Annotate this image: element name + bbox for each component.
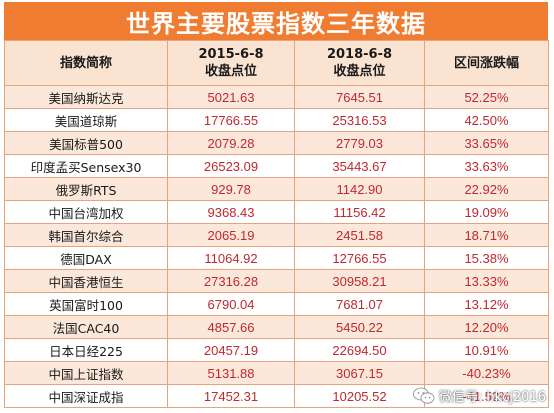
cell-name: 印度孟买Sensex30 [4, 154, 168, 178]
cell-2018: 7681.07 [294, 292, 425, 316]
cell-name: 美国标普500 [4, 131, 168, 155]
header-2015: 2015-6-8 收盘点位 [167, 40, 295, 86]
cell-2018: 3067.15 [294, 361, 425, 385]
cell-change: -41.52% [424, 384, 549, 408]
header-2018-label: 收盘点位 [333, 64, 386, 79]
cell-change: 33.63% [424, 154, 549, 178]
cell-change: 42.50% [424, 108, 549, 132]
cell-change: -40.23% [424, 361, 549, 385]
cell-2018: 22694.50 [294, 338, 425, 362]
cell-2018: 30958.21 [294, 269, 425, 293]
cell-2018: 25316.53 [294, 108, 425, 132]
cell-2015: 17766.55 [167, 108, 295, 132]
cell-name: 韩国首尔综合 [4, 223, 168, 247]
table-row: 法国CAC40 4857.66 5450.22 12.20% [4, 315, 549, 339]
cell-2018: 10205.52 [294, 384, 425, 408]
cell-2018: 2779.03 [294, 131, 425, 155]
wechat-icon [412, 387, 435, 405]
header-2018-date: 2018-6-8 [326, 47, 393, 62]
cell-2018: 2451.58 [294, 223, 425, 247]
table-row: 美国道琼斯 17766.55 25316.53 42.50% [4, 108, 549, 132]
cell-2018: 5450.22 [294, 315, 425, 339]
cell-2018: 1142.90 [294, 177, 425, 201]
table-row: 日本日经225 20457.19 22694.50 10.91% [4, 338, 549, 362]
cell-2018: 35443.67 [294, 154, 425, 178]
table-row: 中国台湾加权 9368.43 11156.42 19.09% [4, 200, 549, 224]
cell-name: 俄罗斯RTS [4, 177, 168, 201]
table-row: 中国深证成指 17452.31 10205.52 -41.52% [4, 384, 549, 408]
cell-name: 英国富时100 [4, 292, 168, 316]
header-2015-date: 2015-6-8 [198, 47, 264, 62]
header-2015-label: 收盘点位 [204, 64, 257, 79]
table-row: 韩国首尔综合 2065.19 2451.58 18.71% [4, 223, 549, 247]
cell-2015: 9368.43 [167, 200, 295, 224]
cell-change: 15.38% [424, 246, 549, 270]
cell-name: 德国DAX [4, 246, 168, 270]
cell-change: 12.20% [424, 315, 549, 339]
table-row: 印度孟买Sensex30 26523.09 35443.67 33.63% [4, 154, 549, 178]
cell-2015: 929.78 [167, 177, 295, 201]
cell-2015: 17452.31 [167, 384, 295, 408]
cell-2018: 7645.51 [294, 85, 425, 109]
cell-2015: 5131.88 [167, 361, 295, 385]
table-row: 英国富时100 6790.04 7681.07 13.12% [4, 292, 549, 316]
header-name: 指数简称 [4, 40, 168, 86]
index-table: 指数简称 2015-6-8 收盘点位 2018-6-8 收盘点位 区间涨跌幅 美… [4, 40, 549, 408]
watermark-text: 微信号: hkcj2016 [438, 390, 546, 405]
cell-2015: 11064.92 [167, 246, 295, 270]
cell-name: 中国深证成指 [4, 384, 168, 408]
table-row: 中国上证指数 5131.88 3067.15 -40.23% [4, 361, 549, 385]
cell-2018: 11156.42 [294, 200, 425, 224]
cell-2015: 26523.09 [167, 154, 295, 178]
cell-change: 52.25% [424, 85, 549, 109]
header-2018: 2018-6-8 收盘点位 [294, 40, 425, 86]
header-change: 区间涨跌幅 [424, 40, 549, 86]
table-row: 美国标普500 2079.28 2779.03 33.65% [4, 131, 549, 155]
cell-change: 10.91% [424, 338, 549, 362]
table-row: 中国香港恒生 27316.28 30958.21 13.33% [4, 269, 549, 293]
cell-change: 22.92% [424, 177, 549, 201]
cell-2018: 12766.55 [294, 246, 425, 270]
cell-2015: 4857.66 [167, 315, 295, 339]
cell-2015: 20457.19 [167, 338, 295, 362]
cell-change: 33.65% [424, 131, 549, 155]
table-row: 俄罗斯RTS 929.78 1142.90 22.92% [4, 177, 549, 201]
cell-name: 中国香港恒生 [4, 269, 168, 293]
cell-name: 法国CAC40 [4, 315, 168, 339]
table-row: 美国纳斯达克 5021.63 7645.51 52.25% [4, 85, 549, 109]
cell-change: 13.12% [424, 292, 549, 316]
cell-2015: 2079.28 [167, 131, 295, 155]
cell-name: 美国纳斯达克 [4, 85, 168, 109]
table-row: 德国DAX 11064.92 12766.55 15.38% [4, 246, 549, 270]
cell-change: 13.33% [424, 269, 549, 293]
cell-change: 18.71% [424, 223, 549, 247]
header-row: 指数简称 2015-6-8 收盘点位 2018-6-8 收盘点位 区间涨跌幅 [4, 40, 549, 86]
table-body: 美国纳斯达克 5021.63 7645.51 52.25% 美国道琼斯 1776… [4, 85, 549, 408]
cell-2015: 6790.04 [167, 292, 295, 316]
cell-name: 中国上证指数 [4, 361, 168, 385]
table-title: 世界主要股票指数三年数据 [4, 2, 548, 40]
cell-2015: 5021.63 [167, 85, 295, 109]
cell-name: 日本日经225 [4, 338, 168, 362]
cell-name: 美国道琼斯 [4, 108, 168, 132]
cell-name: 中国台湾加权 [4, 200, 168, 224]
cell-2015: 27316.28 [167, 269, 295, 293]
cell-2015: 2065.19 [167, 223, 295, 247]
watermark: 微信号: hkcj2016 [412, 386, 546, 405]
cell-change: 19.09% [424, 200, 549, 224]
